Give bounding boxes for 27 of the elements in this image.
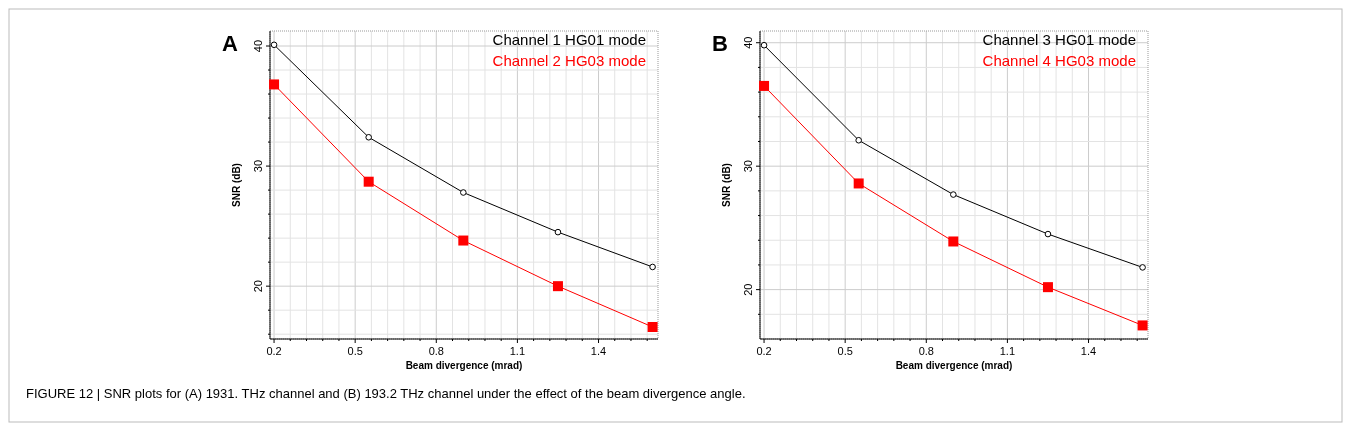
- x-tick-label: 0.2: [266, 345, 282, 357]
- text: Channel 2 HG03 mode: [492, 52, 646, 69]
- x-tick-label: 1.1: [999, 345, 1016, 357]
- x-tick-label: 0.5: [837, 345, 853, 357]
- text: Channel 4 HG03 mode: [982, 52, 1136, 69]
- y-tick-label: 30: [742, 160, 754, 173]
- x-tick-label: 1.1: [509, 345, 526, 357]
- y-tick-label: 30: [252, 159, 264, 173]
- chart-title: B: [712, 31, 728, 56]
- y-tick-label: 40: [742, 36, 754, 49]
- x-tick-label: 0.8: [918, 345, 934, 357]
- x-tick-label: 1.4: [590, 345, 607, 357]
- y-axis-title: SNR (dB): [721, 163, 732, 207]
- chart-title: A: [222, 31, 238, 56]
- x-tick-label: 0.5: [347, 345, 363, 357]
- y-axis-title: SNR (dB): [231, 163, 242, 207]
- text: Channel 1 HG01 mode: [492, 31, 646, 48]
- x-axis-title: Beam divergence (mrad): [405, 360, 523, 371]
- x-tick-label: 0.8: [428, 345, 444, 357]
- x-tick-label: 1.4: [1080, 345, 1097, 357]
- y-tick-label: 20: [742, 283, 754, 296]
- text: Channel 3 HG01 mode: [982, 31, 1136, 48]
- x-tick-label: 0.2: [756, 345, 772, 357]
- x-axis-title: Beam divergence (mrad): [895, 360, 1013, 371]
- y-tick-label: 40: [252, 39, 264, 53]
- y-tick-label: 20: [252, 280, 264, 293]
- caption: FIGURE 12 | SNR plots for (A) 1931. THz channel and (B) 193.2 THz channel under the effect of the beam divergence angle.: [26, 386, 746, 401]
